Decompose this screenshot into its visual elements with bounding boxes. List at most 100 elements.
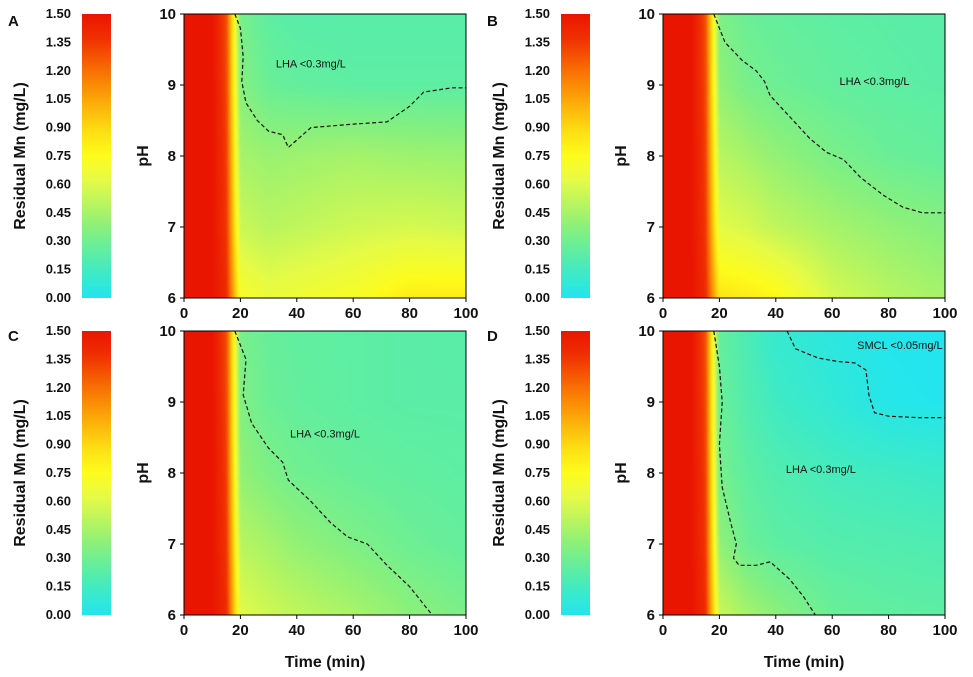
y-tick-label: 8: [168, 465, 176, 482]
contour-annotation: LHA <0.3mg/L: [839, 76, 909, 88]
colorbar-tick-label: 0.90: [525, 437, 550, 452]
panel-a-letter: A: [8, 13, 19, 30]
x-tick-label: 0: [659, 622, 667, 639]
colorbar-tick-label: 0.45: [46, 205, 71, 220]
panel-d-colorbar-label: Residual Mn (mg/L): [491, 399, 508, 547]
colorbar-tick-label: 0.45: [525, 205, 550, 220]
panel-a-y-label: pH: [135, 145, 152, 166]
y-tick-label: 10: [638, 323, 655, 340]
colorbar-tick-label: 0.90: [46, 437, 71, 452]
x-tick-label: 40: [767, 305, 784, 322]
colorbar-tick-label: 1.05: [46, 91, 71, 106]
colorbar-tick-label: 0.60: [46, 176, 71, 191]
panel-b-y-label: pH: [613, 145, 630, 166]
colorbar-tick-label: 0.75: [525, 465, 550, 480]
panel-d-colorbar: [561, 331, 590, 615]
x-tick-label: 20: [232, 305, 249, 322]
panel-d-colorbar-ticks: 0.00 0.15 0.30 0.45 0.60 0.75 0.90 1.05 1.20 1.35…: [525, 323, 550, 622]
colorbar-tick-label: 1.50: [46, 6, 71, 21]
x-tick-label: 20: [711, 305, 728, 322]
colorbar-tick-label: 0.75: [525, 148, 550, 163]
y-tick-label: 7: [647, 219, 655, 236]
panel-b-colorbar-label: Residual Mn (mg/L): [491, 82, 508, 230]
colorbar-tick-label: 0.00: [46, 290, 71, 305]
colorbar-tick-label: 0.15: [46, 262, 71, 277]
colorbar-tick-label: 1.20: [46, 63, 71, 78]
y-tick-label: 8: [647, 465, 655, 482]
panel-c-colorbar-label: Residual Mn (mg/L): [12, 399, 29, 547]
colorbar-tick-label: 0.30: [46, 550, 71, 565]
x-tick-label: 60: [824, 622, 841, 639]
colorbar-tick-label: 1.50: [525, 323, 550, 338]
y-tick-label: 10: [159, 6, 176, 23]
colorbar-tick-label: 1.20: [46, 380, 71, 395]
colorbar-tick-label: 1.35: [525, 34, 550, 49]
contour-line: [713, 13, 945, 214]
x-tick-label: 60: [824, 305, 841, 322]
x-tick-label: 0: [659, 305, 667, 322]
x-tick-label: 100: [453, 305, 478, 322]
panel-d-heatmap: SMCL <0.05mg/L LHA <0.3mg/L 0 20 40 60 80 100 6 7…: [638, 323, 957, 639]
x-tick-label: 60: [345, 305, 362, 322]
x-tick-label: 20: [232, 622, 249, 639]
x-tick-label: 80: [880, 622, 897, 639]
x-tick-label: 80: [401, 305, 418, 322]
panel-d-x-label: Time (min): [764, 654, 845, 671]
heatmap-raster: [184, 14, 466, 298]
x-tick-label: 0: [180, 305, 188, 322]
panel-c-colorbar: [82, 331, 111, 615]
y-tick-label: 10: [638, 6, 655, 23]
colorbar-tick-label: 0.45: [46, 522, 71, 537]
y-tick-label: 7: [168, 536, 176, 553]
y-tick-label: 8: [168, 148, 176, 165]
panel-c-letter: C: [8, 328, 19, 345]
contour-annotation: LHA <0.3mg/L: [290, 429, 360, 441]
contour-annotation: SMCL <0.05mg/L: [857, 340, 943, 352]
panel-c-y-label: pH: [135, 462, 152, 483]
contour-line: [713, 330, 816, 616]
colorbar-tick-label: 0.30: [525, 550, 550, 565]
x-tick-label: 100: [453, 622, 478, 639]
colorbar-tick-label: 0.00: [525, 607, 550, 622]
contour-line: [786, 330, 945, 419]
panel-d-y-label: pH: [613, 462, 630, 483]
colorbar-tick-label: 1.50: [46, 323, 71, 338]
colorbar-tick-label: 0.90: [525, 120, 550, 135]
y-tick-label: 6: [168, 607, 176, 624]
panel-b-heatmap: LHA <0.3mg/L 0 20 40 60 80 100 6 7 8 9 10: [638, 6, 957, 322]
heatmap-raster: [184, 331, 466, 615]
panel-a-colorbar-label: Residual Mn (mg/L): [12, 82, 29, 230]
colorbar-tick-label: 0.45: [525, 522, 550, 537]
x-tick-label: 100: [932, 622, 957, 639]
panel-a-colorbar-ticks: 0.00 0.15 0.30 0.45 0.60 0.75 0.90 1.05 1.20 1.35…: [46, 6, 71, 305]
y-tick-label: 9: [647, 77, 655, 94]
colorbar-tick-label: 0.75: [46, 465, 71, 480]
colorbar-tick-label: 0.30: [46, 233, 71, 248]
y-tick-label: 7: [168, 219, 176, 236]
x-tick-label: 20: [711, 622, 728, 639]
heatmap-raster: [663, 331, 945, 615]
panel-b-colorbar-ticks: 0.00 0.15 0.30 0.45 0.60 0.75 0.90 1.05 1.20 1.35…: [525, 6, 550, 305]
panel-c-x-label: Time (min): [285, 654, 366, 671]
y-tick-label: 6: [647, 607, 655, 624]
panel-a-heatmap: LHA <0.3mg/L 0 20 40 60 80 100 6 7 8 9 10: [159, 6, 478, 322]
x-tick-label: 100: [932, 305, 957, 322]
colorbar-tick-label: 1.50: [525, 6, 550, 21]
panel-b: B 0.00 0.15 0.30 0.45 0.60 0.75 0.90 1.05 1.20 1.…: [487, 6, 958, 322]
contour-line: [234, 13, 466, 149]
y-tick-label: 9: [168, 394, 176, 411]
x-tick-label: 40: [288, 622, 305, 639]
panel-a-colorbar: [82, 14, 111, 298]
heatmap-raster: [663, 14, 945, 298]
colorbar-tick-label: 0.90: [46, 120, 71, 135]
x-tick-label: 80: [880, 305, 897, 322]
colorbar-tick-label: 1.35: [46, 34, 71, 49]
colorbar-tick-label: 0.75: [46, 148, 71, 163]
panel-d: D 0.00 0.15 0.30 0.45 0.60 0.75 0.90 1.05 1.20 1.…: [487, 323, 958, 671]
colorbar-tick-label: 0.60: [525, 176, 550, 191]
colorbar-tick-label: 0.15: [525, 579, 550, 594]
colorbar-tick-label: 0.60: [525, 493, 550, 508]
y-tick-label: 10: [159, 323, 176, 340]
y-tick-label: 9: [647, 394, 655, 411]
colorbar-tick-label: 1.05: [525, 91, 550, 106]
